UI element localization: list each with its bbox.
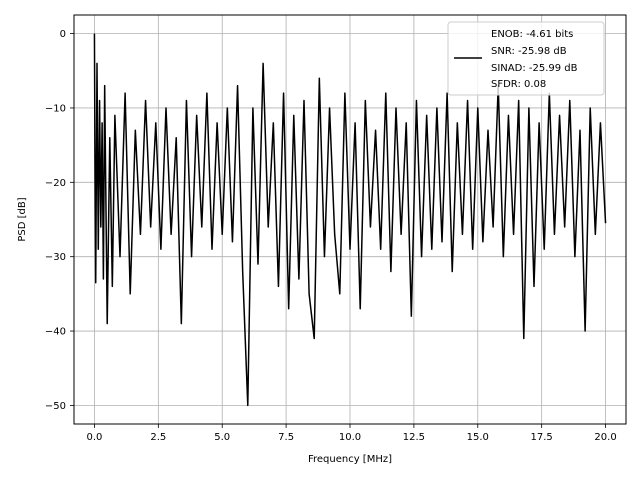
y-tick-label: −10 — [45, 103, 66, 114]
x-tick-label: 2.5 — [150, 432, 166, 443]
legend-entry-sinad: SINAD: -25.99 dB — [491, 63, 578, 74]
series-layer — [93, 33, 607, 407]
x-tick-label: 12.5 — [403, 432, 425, 443]
x-tick-label: 15.0 — [467, 432, 489, 443]
x-tick-label: 10.0 — [339, 432, 361, 443]
y-axis-ticks: 0 −10 −20 −30 −40 −50 — [45, 29, 74, 412]
legend-box — [447, 21, 605, 96]
y-tick-label: −50 — [45, 401, 66, 412]
legend-entry-enob: ENOB: -4.61 bits — [491, 29, 573, 40]
legend: ENOB: -4.61 bits SNR: -25.98 dB SINAD: -… — [447, 21, 605, 96]
legend-entry-snr: SNR: -25.98 dB — [491, 46, 567, 57]
x-tick-label: 0.0 — [86, 432, 102, 443]
y-axis-label: PSD [dB] — [17, 197, 28, 241]
x-tick-label: 5.0 — [214, 432, 230, 443]
x-tick-label: 17.5 — [531, 432, 553, 443]
y-tick-label: −20 — [45, 178, 66, 189]
y-tick-label: −40 — [45, 327, 66, 338]
psd-series-line — [93, 33, 607, 407]
y-tick-label: 0 — [60, 29, 66, 40]
x-tick-label: 7.5 — [278, 432, 294, 443]
y-tick-label: −30 — [45, 252, 66, 263]
x-axis-label: Frequency [MHz] — [308, 454, 392, 465]
legend-entry-sfdr: SFDR: 0.08 — [491, 79, 546, 90]
x-tick-label: 20.0 — [594, 432, 616, 443]
x-axis-ticks: 0.0 2.5 5.0 7.5 10.0 12.5 15.0 17.5 20.0 — [86, 424, 617, 443]
